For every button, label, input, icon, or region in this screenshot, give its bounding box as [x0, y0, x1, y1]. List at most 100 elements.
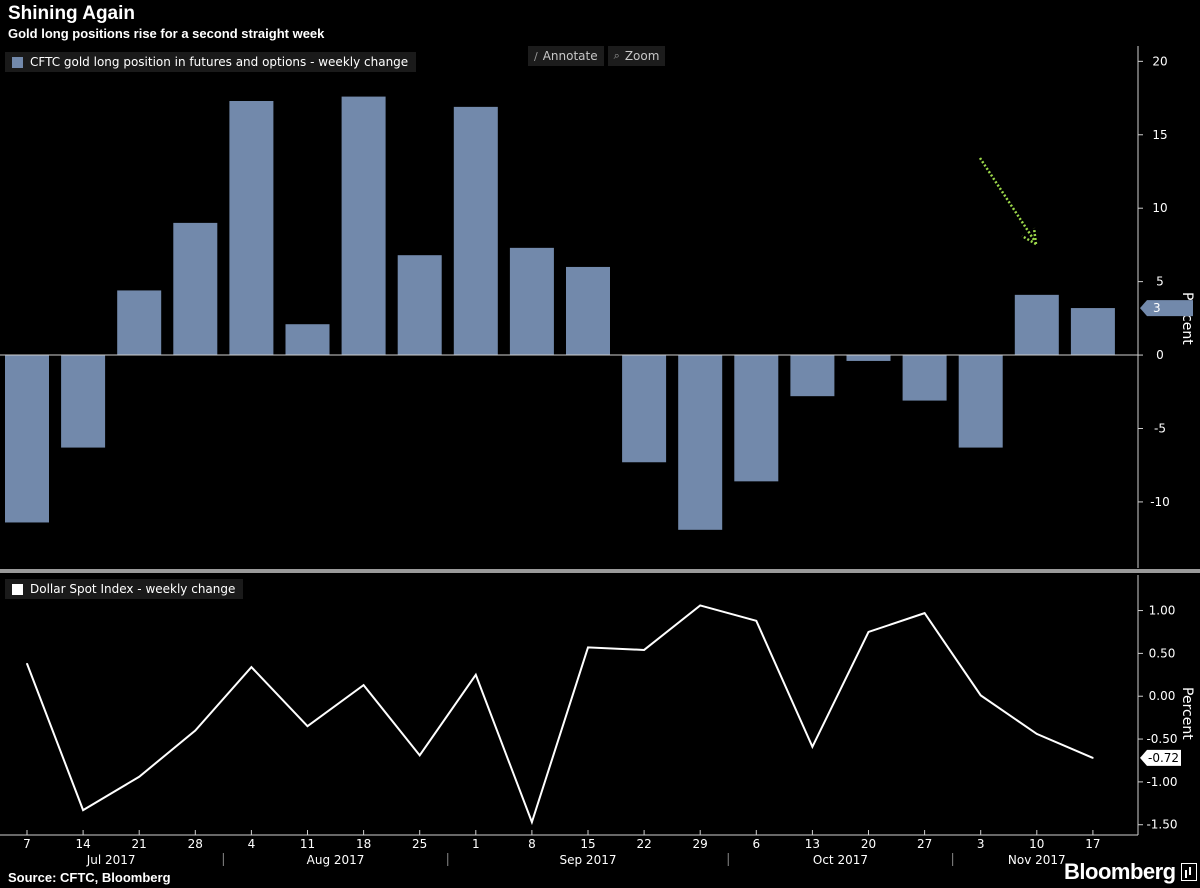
- bottom-last-value-label: -0.72: [1148, 751, 1179, 765]
- bar: [61, 355, 106, 448]
- line-point: [587, 646, 589, 649]
- pencil-icon: ∕: [534, 49, 538, 63]
- line-point: [867, 631, 870, 633]
- line-point: [475, 674, 477, 676]
- legend-dollar: Dollar Spot Index - weekly change: [5, 579, 244, 599]
- zoom-label: Zoom: [624, 49, 660, 63]
- bottom-y-tick-label: -1.00: [1146, 775, 1177, 789]
- bar: [566, 266, 610, 356]
- chart-title: Shining Again: [8, 3, 136, 24]
- x-tick-label: 11: [300, 837, 315, 851]
- bars-icon: [1180, 863, 1197, 881]
- x-tick-label: 1: [472, 837, 480, 851]
- bar: [5, 355, 49, 523]
- legend-label-cftc: CFTC gold long position in futures and o…: [30, 55, 409, 69]
- x-tick-label: 15: [580, 837, 595, 851]
- x-tick-label: 14: [75, 837, 90, 851]
- x-tick-label: 7: [23, 837, 31, 851]
- bar: [117, 290, 162, 356]
- bar: [622, 355, 667, 463]
- annotate-button[interactable]: ∕ Annotate: [528, 46, 604, 66]
- x-tick-label: 13: [805, 837, 820, 851]
- bar: [397, 255, 442, 356]
- x-tick-label: 28: [188, 837, 203, 851]
- bottom-y-axis-title: Percent: [1179, 687, 1195, 740]
- annotate-label: Annotate: [542, 49, 598, 63]
- month-label: Jul 2017: [86, 853, 136, 867]
- zoom-button[interactable]: ⌕ Zoom: [607, 46, 666, 66]
- x-tick-label: 22: [636, 837, 651, 851]
- bar: [509, 247, 554, 356]
- top-y-tick-label: -10: [1150, 495, 1170, 509]
- top-y-tick-label: 20: [1152, 54, 1167, 68]
- line-point: [82, 809, 84, 811]
- bar: [453, 106, 498, 356]
- month-label: Oct 2017: [813, 853, 868, 867]
- x-tick-label: 20: [861, 837, 876, 851]
- top-y-tick-label: 5: [1156, 275, 1164, 289]
- line-point: [755, 620, 758, 622]
- chart-toolbar: ∕ Annotate ⌕ Zoom: [528, 46, 666, 66]
- brand-logo: Bloomberg: [1064, 859, 1197, 885]
- line-point: [1092, 757, 1094, 759]
- bottom-y-tick-label: -1.50: [1146, 818, 1177, 832]
- bar: [1070, 308, 1115, 356]
- bar: [1014, 294, 1059, 356]
- line-point: [250, 666, 253, 668]
- line-point: [138, 775, 140, 778]
- legend-swatch-bar: [12, 56, 23, 68]
- bar: [790, 355, 835, 397]
- bar: [678, 355, 723, 530]
- line-point: [1036, 733, 1038, 735]
- month-label: Sep 2017: [560, 853, 617, 867]
- x-tick-label: 18: [356, 837, 371, 851]
- source-note: Source: CFTC, Bloomberg: [8, 870, 171, 885]
- line-point: [26, 662, 28, 665]
- x-tick-label: 25: [412, 837, 427, 851]
- top-last-value-tag: [1140, 300, 1193, 317]
- bar: [846, 355, 891, 361]
- decor-group: [978, 157, 1038, 246]
- bar: [173, 222, 218, 356]
- brand-name: Bloomberg: [1064, 859, 1176, 884]
- line-point: [699, 604, 701, 607]
- legend-cftc: CFTC gold long position in futures and o…: [5, 52, 417, 72]
- line-point: [306, 725, 309, 728]
- line-point: [811, 745, 814, 748]
- x-tick-label: 21: [132, 837, 147, 851]
- bottom-y-tick-label: 1.00: [1149, 604, 1176, 618]
- top-y-axis-title: Percent: [1179, 292, 1195, 345]
- line-point: [979, 694, 982, 697]
- x-tick-label: 8: [528, 837, 536, 851]
- bar: [285, 324, 330, 356]
- legend-swatch-line: [12, 583, 23, 595]
- x-tick-label: 29: [693, 837, 708, 851]
- bar: [229, 100, 274, 356]
- x-tick-label: 10: [1029, 837, 1044, 851]
- x-tick-label: 27: [917, 837, 932, 851]
- bottom-y-tick-label: 0.50: [1149, 646, 1176, 660]
- magnifier-icon: ⌕: [613, 49, 620, 62]
- annotation-arrow-shaft: [978, 157, 1036, 241]
- bar: [734, 355, 779, 482]
- top-y-tick-label: 0: [1156, 348, 1164, 362]
- annotation-arrow-head: [1021, 227, 1038, 246]
- line-series: -0.72: [26, 604, 1181, 826]
- chart-subtitle: Gold long positions rise for a second st…: [8, 26, 325, 41]
- bar: [902, 355, 947, 401]
- line-point: [643, 649, 645, 651]
- panel-divider: [0, 569, 1200, 573]
- line-point: [194, 729, 197, 732]
- dollar-series-line: [26, 604, 1094, 826]
- top-last-value-label: 3: [1153, 301, 1161, 315]
- line-point: [418, 754, 421, 757]
- bottom-last-value-tag: [1140, 749, 1181, 766]
- bar: [958, 355, 1003, 448]
- line-point: [923, 612, 926, 614]
- legend-label-dollar: Dollar Spot Index - weekly change: [30, 582, 236, 596]
- x-tick-label: 6: [752, 837, 760, 851]
- month-label: Nov 2017: [1008, 853, 1066, 867]
- top-y-tick-label: 15: [1152, 128, 1167, 142]
